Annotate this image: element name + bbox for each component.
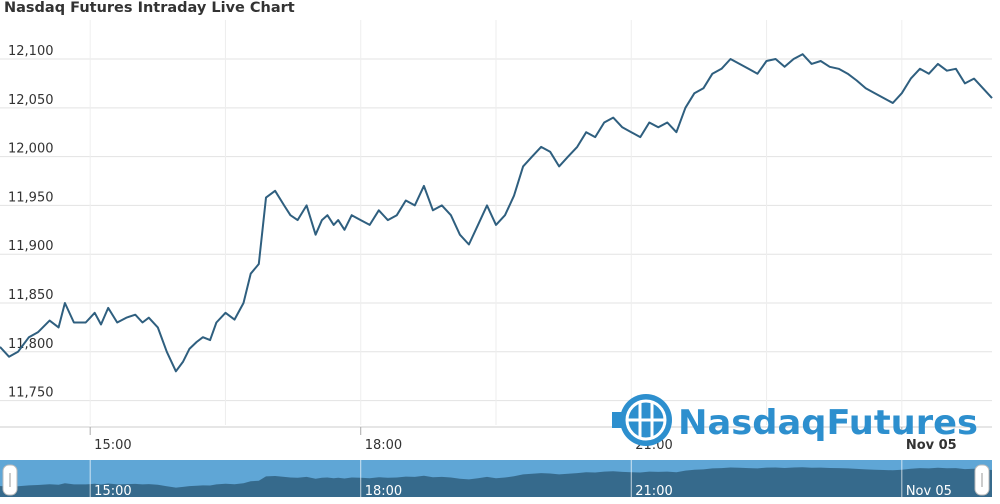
- x-tick-label: 18:00: [365, 438, 402, 453]
- series-layer: [0, 53, 993, 373]
- y-tick-label: 11,750: [8, 386, 54, 401]
- navigator-left-handle[interactable]: [2, 464, 18, 496]
- globe-icon: [612, 394, 672, 446]
- logo: NasdaqFutures: [612, 394, 978, 446]
- navigator-area: [0, 467, 992, 497]
- chart-title: Nasdaq Futures Intraday Live Chart: [4, 0, 295, 16]
- navigator-tick-label: 15:00: [94, 484, 131, 499]
- nasdaqfutures-logo: NasdaqFutures: [612, 394, 978, 446]
- x-tick-label: 15:00: [94, 438, 131, 453]
- x-tick-label: Nov 05: [906, 438, 957, 453]
- navigator-tick-label: Nov 05: [906, 484, 952, 499]
- navigator-tick-label: 18:00: [365, 484, 402, 499]
- y-tick-label: 11,800: [8, 337, 54, 352]
- y-tick-label: 12,000: [8, 142, 54, 157]
- grid-layer: [0, 20, 992, 425]
- navigator-tick-label: 21:00: [635, 484, 672, 499]
- y-tick-label: 12,050: [8, 93, 54, 108]
- series-line: [0, 53, 993, 373]
- y-tick-label: 12,100: [8, 44, 54, 59]
- navigator-right-handle[interactable]: [974, 464, 990, 496]
- logo-text: NasdaqFutures: [678, 403, 978, 443]
- navigator[interactable]: 15:00 18:00 21:00 Nov 05: [0, 460, 992, 499]
- y-axis: 11,750 11,800 11,850 11,900 11,950 12,000 12,0…: [8, 44, 54, 401]
- y-tick-label: 11,850: [8, 288, 54, 303]
- y-tick-label: 11,950: [8, 190, 54, 205]
- y-tick-label: 11,900: [8, 239, 54, 254]
